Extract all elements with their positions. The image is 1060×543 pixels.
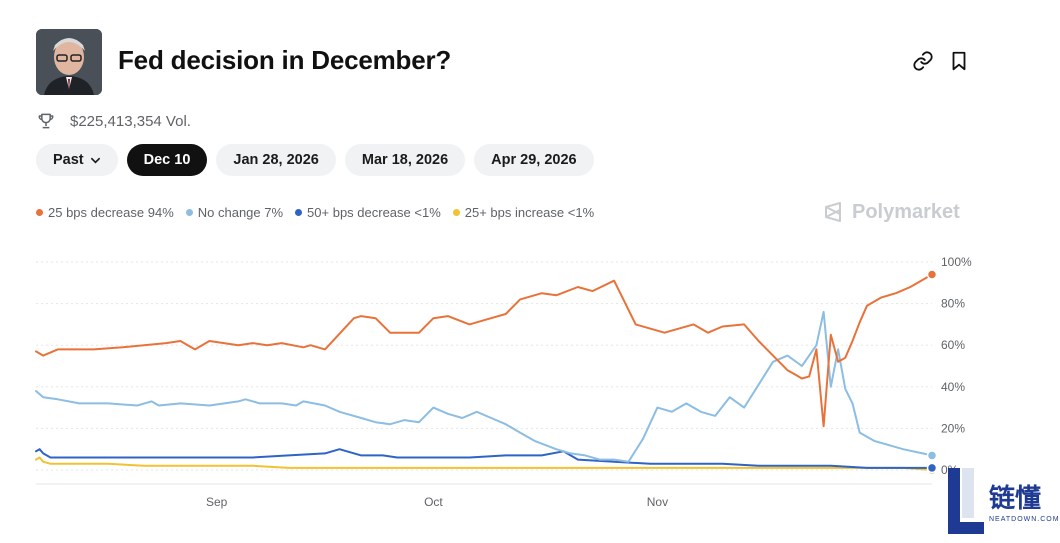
legend-label: No change 7% xyxy=(197,205,284,220)
legend-label: 50+ bps decrease <1% xyxy=(307,205,441,220)
date-tabs: Past Dec 10 Jan 28, 2026 Mar 18, 2026 Ap… xyxy=(36,144,594,176)
tab-label: Dec 10 xyxy=(143,152,191,168)
legend-dot xyxy=(295,209,303,216)
x-axis: Sep Oct Nov xyxy=(206,495,668,509)
legend-label: 25+ bps increase <1% xyxy=(464,205,595,220)
chevron-down-icon xyxy=(90,157,100,164)
end-markers xyxy=(926,269,938,476)
volume-label: $225,413,354 Vol. xyxy=(70,112,191,130)
y-tick-label: 20% xyxy=(941,421,965,435)
y-axis: 100%80%60%40%20%0% xyxy=(941,255,972,477)
grid xyxy=(36,261,932,485)
legend-item[interactable]: 25+ bps increase <1% xyxy=(452,205,595,220)
series-line-25-bps-increase xyxy=(35,456,933,471)
volume-row: $225,413,354 Vol. xyxy=(36,110,191,132)
legend-label: 25 bps decrease 94% xyxy=(48,205,174,220)
tab-dec-10[interactable]: Dec 10 xyxy=(126,144,208,176)
polymarket-logo: Polymarket xyxy=(822,200,960,224)
avatar xyxy=(36,29,102,95)
x-tick-label: Sep xyxy=(206,495,228,509)
legend-item[interactable]: 25 bps decrease 94% xyxy=(36,205,174,220)
tab-past[interactable]: Past xyxy=(36,144,118,176)
legend-dot xyxy=(185,209,193,216)
watermark-logo-icon xyxy=(948,468,984,534)
bookmark-icon[interactable] xyxy=(948,50,970,72)
series-end-marker xyxy=(926,450,938,461)
tab-label: Apr 29, 2026 xyxy=(491,152,577,168)
watermark: 链懂 NEATDOWN.COM xyxy=(946,466,1060,538)
legend-dot xyxy=(36,209,43,216)
page-title: Fed decision in December? xyxy=(118,45,452,75)
link-icon[interactable] xyxy=(912,50,934,72)
tab-apr-29-2026[interactable]: Apr 29, 2026 xyxy=(474,144,594,176)
polymarket-icon xyxy=(825,202,841,222)
trophy-icon xyxy=(38,113,54,129)
series-line-50-bps-decrease xyxy=(35,448,933,469)
legend-dot xyxy=(452,209,460,216)
x-tick-label: Oct xyxy=(424,495,443,509)
y-tick-label: 40% xyxy=(941,380,965,394)
x-tick-label: Nov xyxy=(647,495,668,509)
series-line-25-bps-decrease xyxy=(35,273,933,428)
tab-jan-28-2026[interactable]: Jan 28, 2026 xyxy=(216,144,336,176)
y-tick-label: 100% xyxy=(941,255,972,269)
watermark-subtext: NEATDOWN.COM xyxy=(989,516,1060,523)
y-tick-label: 60% xyxy=(941,338,965,352)
y-tick-label: 80% xyxy=(941,297,965,311)
tab-label: Mar 18, 2026 xyxy=(361,152,449,168)
tab-mar-18-2026[interactable]: Mar 18, 2026 xyxy=(344,144,466,176)
chart-legend: 25 bps decrease 94% No change 7% 50+ bps… xyxy=(36,205,594,220)
tab-label: Past xyxy=(53,152,84,168)
series-end-marker xyxy=(926,462,938,474)
series-line-no-change xyxy=(35,310,933,463)
legend-item[interactable]: No change 7% xyxy=(185,205,284,220)
legend-item[interactable]: 50+ bps decrease <1% xyxy=(295,205,441,220)
brand-name: Polymarket xyxy=(852,200,960,223)
series-group xyxy=(35,273,933,471)
tab-label: Jan 28, 2026 xyxy=(233,152,319,168)
series-end-marker xyxy=(926,269,938,280)
watermark-text: 链懂 xyxy=(989,483,1042,513)
